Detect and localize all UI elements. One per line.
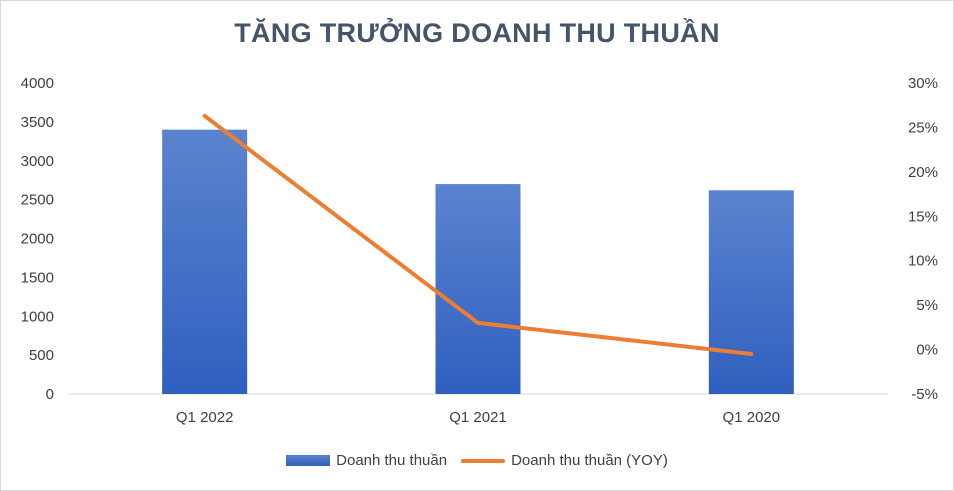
- y-right-tick-label: 25%: [908, 119, 938, 136]
- x-tick-label: Q1 2020: [723, 409, 781, 426]
- y-right-tick-label: 20%: [908, 164, 938, 181]
- y-right-tick-label: 30%: [908, 75, 938, 92]
- legend-label-line: Doanh thu thuần (YOY): [511, 452, 668, 469]
- x-tick-label: Q1 2022: [176, 409, 234, 426]
- y-right-tick-label: 15%: [908, 208, 938, 225]
- bar: [162, 129, 248, 394]
- bar: [435, 184, 521, 394]
- legend-item-line[interactable]: Doanh thu thuần (YOY): [461, 452, 668, 469]
- y-right-tick-label: -5%: [911, 386, 938, 403]
- y-right-tick-label: 5%: [916, 297, 938, 314]
- chart-title: TĂNG TRƯỞNG DOANH THU THUẦN: [234, 18, 720, 48]
- y-left-tick-label: 2500: [21, 192, 54, 209]
- y-left-tick-label: 3000: [21, 153, 54, 170]
- y-left-tick-label: 3500: [21, 114, 54, 131]
- y-left-tick-label: 2000: [21, 231, 54, 248]
- legend: Doanh thu thuần Doanh thu thuần (YOY): [0, 452, 954, 469]
- y-left-tick-label: 1500: [21, 269, 54, 286]
- legend-label-bar: Doanh thu thuần: [336, 452, 448, 469]
- y-left-tick-label: 500: [29, 347, 54, 364]
- bar: [708, 190, 794, 394]
- y-left-tick-label: 1000: [21, 308, 54, 325]
- legend-swatch-line: [461, 458, 506, 463]
- y-right-tick-label: 0%: [916, 342, 938, 359]
- legend-swatch-bar: [286, 455, 331, 466]
- y-left-tick-label: 0: [46, 386, 54, 403]
- legend-item-bar[interactable]: Doanh thu thuần: [286, 452, 447, 469]
- y-left-tick-label: 4000: [21, 75, 54, 92]
- y-right-tick-label: 10%: [908, 253, 938, 270]
- x-tick-label: Q1 2021: [449, 409, 507, 426]
